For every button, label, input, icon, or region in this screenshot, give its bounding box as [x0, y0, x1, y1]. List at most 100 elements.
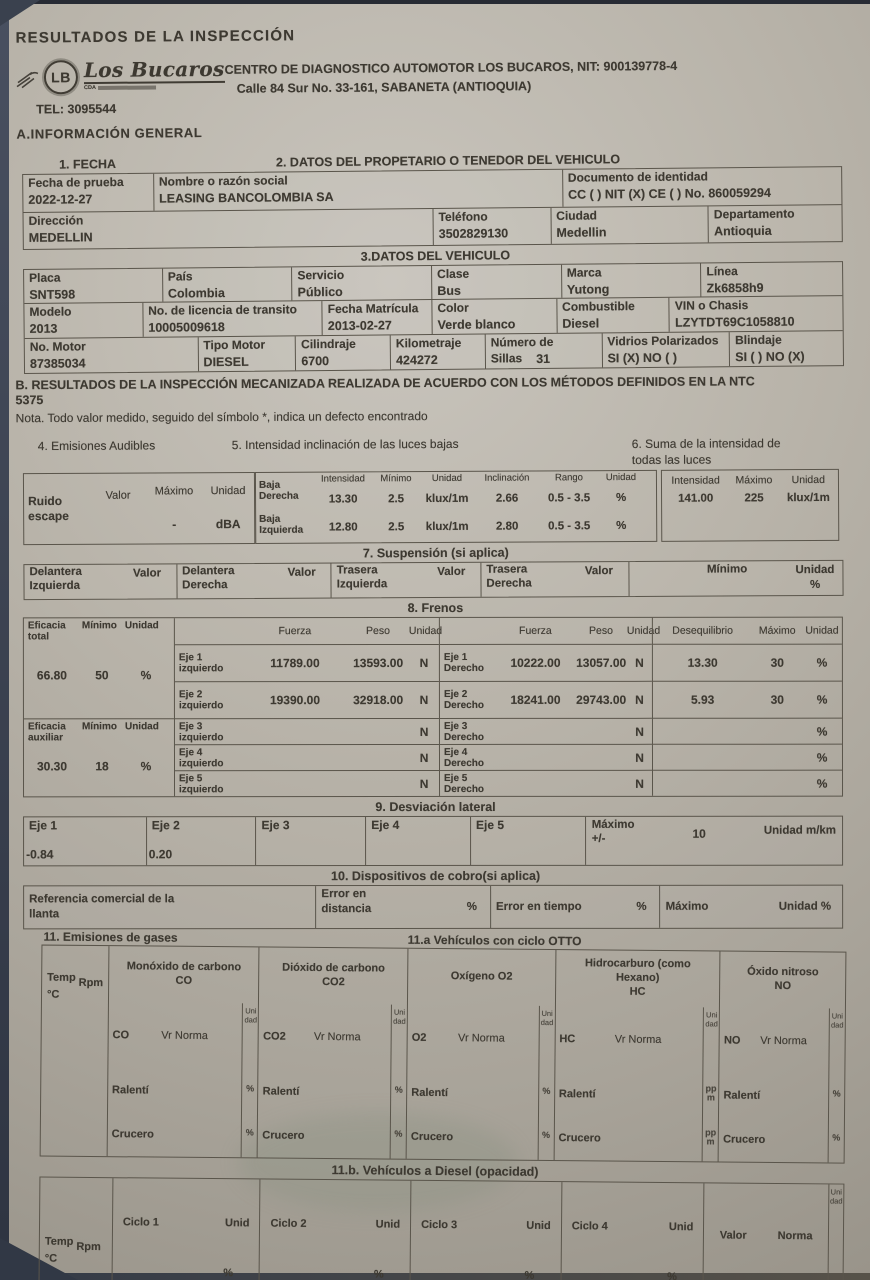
frenos-row: Eje 1 Derecho 10222.00 13057.00 N	[439, 643, 652, 681]
center-address: Calle 84 Sur No. 33-161, SABANETA (ANTIO…	[236, 78, 532, 96]
frenos-row: Eje 5 Derecho N	[440, 769, 653, 796]
field-clase: Clase Bus	[431, 264, 562, 299]
suspension-cell: Trasera Izquierda Valor	[330, 562, 481, 598]
section-11a-heading: 11.a Vehículos con ciclo OTTO	[407, 932, 582, 949]
suspension-table: Delantera Izquierda Valor Delantera Derec…	[23, 559, 844, 601]
maximo-unidad-cell: Máximo Unidad %	[659, 885, 843, 928]
suspension-min-unidad-cell: Mínimo Unidad%	[627, 560, 843, 596]
frenos-row: Eje 5 izquierdo N	[175, 769, 440, 797]
gas-col-co2: Dióxido de carbono CO2 CO2 Vr Norma Ralen…	[257, 947, 408, 1159]
ruido-escape-label: Ruido escape	[28, 493, 69, 524]
center-name: CENTRO DE DIAGNOSTICO AUTOMOTOR LOS BUCA…	[224, 58, 678, 77]
gas-col-o2: Oxígeno O2 O2 Vr Norma Ralentí Crucero Un…	[405, 948, 556, 1160]
field-fecha-prueba: Fecha de prueba 2022-12-27	[28, 174, 124, 206]
error-tiempo-cell: Error en tiempo%	[489, 885, 660, 928]
field-vidrios: Vidrios Polarizados SI (X) NO ( )	[601, 331, 730, 367]
section-a-heading: A.INFORMACIÓN GENERAL	[16, 124, 203, 142]
desviacion-max-cell: Máximo +/- 10 Unidad m/km	[584, 816, 843, 865]
ruido-escape-table: Ruido escape Valor Máximo - Unidad dBA	[22, 471, 256, 546]
photo-corner-top-left	[0, 0, 40, 26]
note-text: Nota. Todo valor medido, seguido del sím…	[15, 408, 428, 425]
field-kilometraje: Kilometraje 424272	[389, 334, 485, 369]
diesel-ciclo3-cell: Ciclo 3 Unid %	[409, 1180, 562, 1280]
frenos-desequilibrio-col: Desequilibrio Máximo Unidad 13.30 30% 5.93 3…	[651, 617, 843, 796]
field-blindaje: Blindaje SI ( ) NO (X)	[728, 330, 844, 366]
section-b-heading: B. RESULTADOS DE LA INSPECCIÓN MECANIZAD…	[15, 373, 755, 407]
photo-corner-bottom-left	[0, 1238, 78, 1280]
frenos-row: %	[652, 743, 843, 770]
field-ciudad: Ciudad Medellin	[550, 205, 709, 244]
photo-edge-top	[0, 0, 870, 4]
section-10-heading: 10. Dispositivos de cobro(si aplica)	[331, 868, 541, 883]
field-no-motor: No. Motor 87385034	[29, 338, 86, 370]
section-6-heading: 6. Suma de la intensidad de todas las lu…	[631, 435, 781, 467]
field-servicio: Servicio Público	[291, 265, 432, 300]
frenos-row: Eje 2 Derecho 18241.00 29743.00 N	[439, 680, 652, 718]
logo-wordmark: Los Bucaros	[83, 56, 225, 85]
desviacion-eje4: Eje 4	[365, 816, 471, 865]
center-info: CENTRO DE DIAGNOSTICO AUTOMOTOR LOS BUCA…	[224, 57, 677, 98]
field-documento: Documento de identidad CC ( ) NIT (X) CE …	[561, 166, 842, 207]
photo-edge-bottom	[0, 1273, 870, 1280]
page-title: RESULTADOS DE LA INSPECCIÓN	[15, 27, 296, 47]
section-7-heading: 7. Suspensión (si aplica)	[362, 545, 509, 561]
emisiones-otto-table: Temp Rpm °C Monóxido de carbono CO CO Vr N…	[39, 944, 847, 1164]
frenos-row: Eje 3 izquierdo N	[174, 717, 439, 745]
field-telefono: Teléfono 3502829130	[432, 207, 551, 245]
field-tipo-motor: Tipo Motor DIESEL	[197, 335, 296, 371]
lb-logo-icon: LB	[43, 60, 79, 95]
photo-edge-left	[0, 0, 9, 1280]
frenos-row: %	[652, 717, 842, 744]
field-vin: VIN o Chasis LZYTDT69C1058810	[668, 295, 843, 332]
diesel-opacidad-table: Temp Rpm °C Ciclo 1 Unid % Ciclo 2 Unid % C…	[38, 1176, 845, 1280]
stamp-smudge	[238, 1112, 518, 1212]
diesel-temp-cell: Temp Rpm °C	[44, 1234, 101, 1265]
gas-col-no: Óxido nitroso NO NO Vr Norma Ralentí Cruc…	[717, 951, 846, 1163]
desviacion-eje3: Eje 3	[255, 816, 366, 866]
field-cilindraje: Cilindraje 6700	[295, 334, 391, 370]
field-linea: Línea Zk6858h9	[700, 261, 843, 296]
gas-col-hc: Hidrocarburo (como Hexano) HC HC Vr Norma…	[553, 949, 720, 1162]
section-2-heading: 2. DATOS DEL PROPETARIO O TENEDOR DEL VE…	[275, 151, 621, 170]
speed-lines-icon	[16, 71, 39, 89]
section-9-heading: 9. Desviación lateral	[375, 799, 496, 814]
field-nombre: Nombre o razón social LEASING BANCOLOMBIA…	[152, 169, 563, 211]
section-8-heading: 8. Frenos	[407, 600, 464, 615]
field-fecha-matricula: Fecha Matrícula 2013-02-27	[321, 299, 432, 335]
luces-bajas-table: Baja Derecha Baja Izquierda Intensidad Mín…	[254, 469, 658, 544]
section-11-heading: 11. Emisiones de gases	[43, 929, 178, 945]
frenos-row: 13.30 30%	[652, 643, 842, 681]
section-4-heading: 4. Emisiones Audibles	[37, 437, 156, 453]
field-licencia: No. de licencia de transito 10005009618	[142, 300, 322, 337]
field-numero-sillas: Número de Sillas 31	[484, 332, 602, 369]
frenos-eficacia-col: Eficacia total Mínimo Unidad 66.80 50% Efic…	[23, 618, 175, 797]
suspension-cell: Delantera Izquierda Valor	[29, 565, 162, 592]
field-color: Color Verde blanco	[431, 298, 557, 334]
field-direccion: Dirección MEDELLIN	[28, 212, 93, 244]
sections-4-5-6-tables: Ruido escape Valor Máximo - Unidad dBA Baj…	[22, 468, 843, 546]
suma-intensidad-table: Intensidad Máximo Unidad 141.00 225 klux/1m	[660, 468, 840, 542]
field-modelo: Modelo 2013	[29, 303, 72, 335]
logo-subtext: CDA	[84, 84, 225, 91]
section-5-heading: 5. Intensidad inclinación de las luces b…	[231, 436, 459, 452]
desviacion-eje1: Eje 1 -0.84	[26, 818, 58, 862]
frenos-row: Eje 4 izquierdo N	[174, 743, 440, 771]
dispositivos-table: Referencia comercial de la llanta Error …	[23, 884, 844, 930]
suspension-cell: Delantera Derecha Valor	[176, 563, 331, 599]
field-combustible: Combustible Diesel	[556, 297, 670, 333]
diesel-ciclo4-cell: Ciclo 4 Unid %	[560, 1181, 704, 1280]
frenos-row: Eje 1 izquierdo 11789.00 13593.00 N	[174, 643, 439, 682]
frenos-row: Eje 3 Derecho N	[439, 717, 652, 744]
owner-table: Fecha de prueba 2022-12-27 Nombre o razón…	[22, 165, 843, 250]
field-pais: País Colombia	[161, 266, 292, 302]
letterhead: LB Los Bucaros CDA CENTRO DE DIAGNOSTICO…	[16, 53, 857, 100]
error-distancia-cell: Error en distancia%	[315, 885, 491, 928]
desviacion-table: Eje 1 -0.84 Eje 2 0.20 Eje 3 Eje 4 Eje 5 M…	[23, 815, 844, 867]
frenos-row: 5.93 30%	[652, 680, 842, 718]
diesel-ciclo2-cell: Ciclo 2 Unid %	[258, 1179, 411, 1280]
field-departamento: Departamento Antioquia	[707, 204, 842, 242]
frenos-row: %	[653, 769, 843, 796]
frenos-table: Eficacia total Mínimo Unidad 66.80 50% Efic…	[22, 616, 844, 798]
